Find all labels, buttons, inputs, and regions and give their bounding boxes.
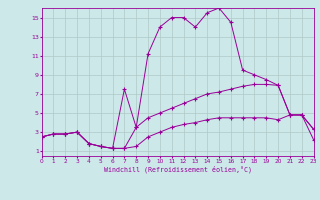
X-axis label: Windchill (Refroidissement éolien,°C): Windchill (Refroidissement éolien,°C) <box>104 165 252 173</box>
